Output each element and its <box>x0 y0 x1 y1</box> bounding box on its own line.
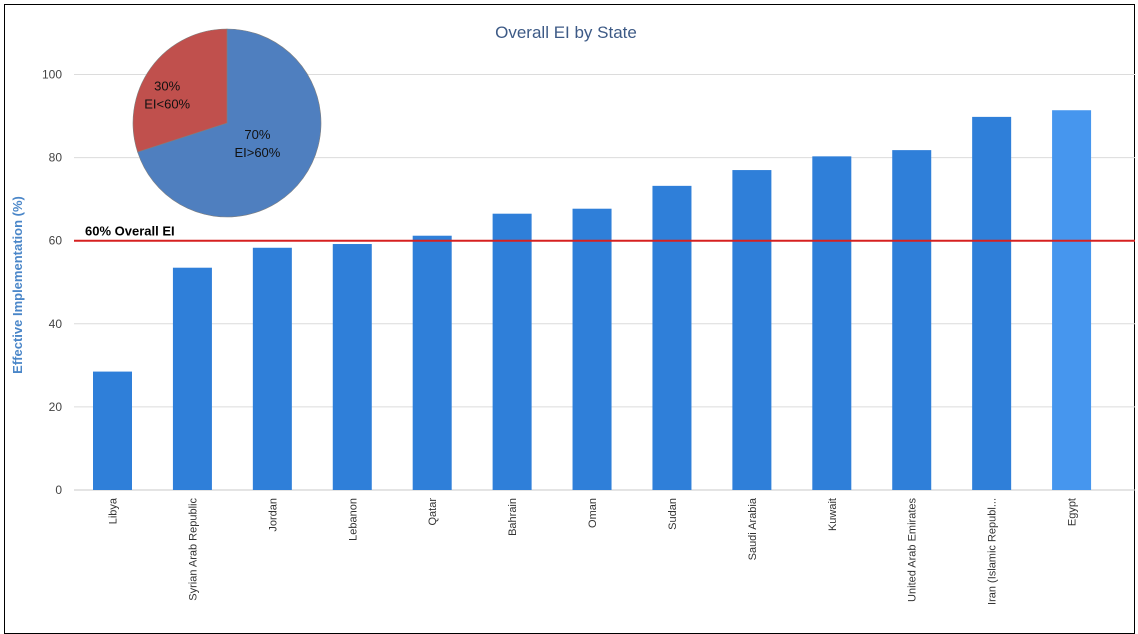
pie-slice-label: 70% <box>244 127 270 142</box>
bar-chart: Overall EI by State Effective Implementa… <box>10 23 1135 605</box>
bar <box>172 267 212 490</box>
x-tick-label: United Arab Emirates <box>907 498 919 602</box>
pie-slice-sublabel: EI<60% <box>144 97 190 112</box>
y-tick-label: 0 <box>55 483 62 497</box>
x-tick-label: Saudi Arabia <box>747 497 759 560</box>
x-tick-labels: Libya Syrian Arab Republic Jordan Lebanon Qa… <box>108 497 1079 605</box>
bar <box>1052 110 1092 490</box>
x-tick-label: Qatar <box>427 498 439 526</box>
y-tick-label: 20 <box>49 400 63 414</box>
bars <box>93 110 1092 491</box>
bar <box>492 213 532 490</box>
bar <box>572 208 612 491</box>
reference-line-group: 60% Overall EI <box>74 224 1135 242</box>
y-tick-label: 100 <box>42 68 62 82</box>
y-tick-labels: 0 20 40 60 80 100 <box>42 68 62 498</box>
bar <box>412 235 452 490</box>
pie-chart: 70% EI>60% 30% EI<60% <box>132 28 322 218</box>
chart-frame: Overall EI by State Effective Implementa… <box>4 4 1135 634</box>
y-tick-label: 40 <box>49 317 63 331</box>
bar <box>812 156 852 490</box>
pie-slice-label: 30% <box>154 79 180 94</box>
x-tick-label: Syrian Arab Republic <box>187 498 199 601</box>
x-tick-label: Bahrain <box>507 498 519 536</box>
y-tick-label: 60 <box>49 234 63 248</box>
bar <box>332 244 372 490</box>
x-tick-label: Iran (Islamic Republ... <box>987 498 999 605</box>
x-tick-label: Oman <box>587 498 599 528</box>
y-tick-label: 80 <box>49 151 63 165</box>
x-tick-label: Egypt <box>1067 498 1079 526</box>
bar <box>252 247 292 490</box>
pie-slice <box>137 28 322 218</box>
bar <box>652 185 692 490</box>
reference-line-label: 60% Overall EI <box>85 224 175 239</box>
y-axis-label: Effective Implementation (%) <box>10 196 25 374</box>
pie-slice <box>132 28 228 153</box>
bar <box>732 170 772 490</box>
x-tick-label: Sudan <box>667 498 679 530</box>
bar <box>892 150 932 490</box>
x-tick-label: Jordan <box>267 498 279 532</box>
x-tick-label: Lebanon <box>347 498 359 541</box>
chart-title: Overall EI by State <box>495 23 637 42</box>
bar <box>972 116 1012 491</box>
bar <box>93 371 132 490</box>
x-tick-label: Kuwait <box>827 498 839 531</box>
pie-slice-sublabel: EI>60% <box>234 145 280 160</box>
x-tick-label: Libya <box>108 497 120 524</box>
